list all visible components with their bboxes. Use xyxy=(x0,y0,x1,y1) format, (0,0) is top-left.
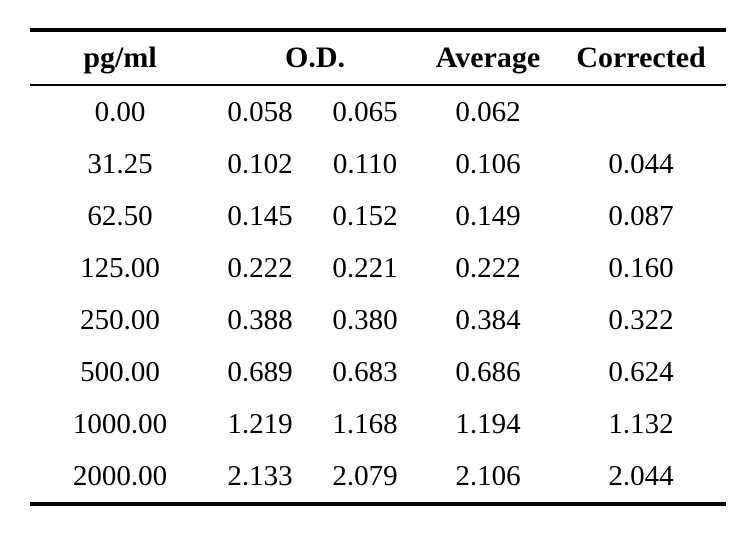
cell-corrected: 0.044 xyxy=(608,147,674,180)
cell-od1: 0.388 xyxy=(227,303,293,336)
cell-od2: 0.683 xyxy=(332,355,398,388)
cell-pg: 2000.00 xyxy=(72,459,168,492)
table-row: 0.00 0.058 0.065 0.062 xyxy=(30,86,726,138)
table-row: 500.00 0.689 0.683 0.686 0.624 xyxy=(30,346,726,398)
cell-corrected: 2.044 xyxy=(608,459,674,492)
header-corrected: Corrected xyxy=(576,41,706,74)
cell-od1: 0.058 xyxy=(227,95,293,128)
cell-pg: 62.50 xyxy=(87,199,153,232)
table-row: 62.50 0.145 0.152 0.149 0.087 xyxy=(30,190,726,242)
header-row: pg/ml O.D. Average Corrected xyxy=(30,32,726,84)
header-average: Average xyxy=(435,41,541,74)
cell-corrected: 1.132 xyxy=(608,407,674,440)
table-row: 2000.00 2.133 2.079 2.106 2.044 xyxy=(30,450,726,502)
cell-od2: 0.221 xyxy=(332,251,398,284)
table-row: 31.25 0.102 0.110 0.106 0.044 xyxy=(30,138,726,190)
cell-average: 0.384 xyxy=(455,303,521,336)
cell-corrected: 0.322 xyxy=(608,303,674,336)
table-row: 250.00 0.388 0.380 0.384 0.322 xyxy=(30,294,726,346)
table-bottom-rule xyxy=(30,502,726,506)
cell-od2: 1.168 xyxy=(332,407,398,440)
cell-od1: 0.102 xyxy=(227,147,293,180)
standard-curve-table-body: 0.00 0.058 0.065 0.062 31.25 0.102 0.110… xyxy=(30,86,726,502)
table-header-rule xyxy=(30,84,726,86)
cell-pg: 1000.00 xyxy=(72,407,168,440)
header-pg-ml: pg/ml xyxy=(83,41,157,74)
cell-corrected: 0.624 xyxy=(608,355,674,388)
cell-average: 1.194 xyxy=(455,407,521,440)
cell-corrected xyxy=(556,86,726,138)
cell-pg: 250.00 xyxy=(80,303,160,336)
table-row: 125.00 0.222 0.221 0.222 0.160 xyxy=(30,242,726,294)
cell-od1: 2.133 xyxy=(227,459,293,492)
cell-average: 0.062 xyxy=(455,95,521,128)
cell-average: 0.106 xyxy=(455,147,521,180)
standard-curve-table-container: pg/ml O.D. Average Corrected 0.00 0.058 … xyxy=(30,28,726,506)
cell-od1: 0.222 xyxy=(227,251,293,284)
cell-pg: 500.00 xyxy=(80,355,160,388)
cell-od2: 0.380 xyxy=(332,303,398,336)
cell-average: 0.222 xyxy=(455,251,521,284)
cell-average: 2.106 xyxy=(455,459,521,492)
cell-od2: 0.065 xyxy=(332,95,398,128)
table-row: 1000.00 1.219 1.168 1.194 1.132 xyxy=(30,398,726,450)
header-od: O.D. xyxy=(285,41,345,74)
table-top-rule xyxy=(30,28,726,32)
standard-curve-table: pg/ml O.D. Average Corrected xyxy=(30,32,726,84)
cell-corrected: 0.160 xyxy=(608,251,674,284)
cell-od1: 0.145 xyxy=(227,199,293,232)
cell-od2: 0.152 xyxy=(332,199,398,232)
cell-average: 0.686 xyxy=(455,355,521,388)
cell-od2: 2.079 xyxy=(332,459,398,492)
cell-corrected: 0.087 xyxy=(608,199,674,232)
cell-od1: 0.689 xyxy=(227,355,293,388)
cell-average: 0.149 xyxy=(455,199,521,232)
cell-pg: 31.25 xyxy=(87,147,153,180)
cell-pg: 0.00 xyxy=(94,95,146,128)
cell-od1: 1.219 xyxy=(227,407,293,440)
cell-od2: 0.110 xyxy=(332,147,398,180)
cell-pg: 125.00 xyxy=(80,251,160,284)
